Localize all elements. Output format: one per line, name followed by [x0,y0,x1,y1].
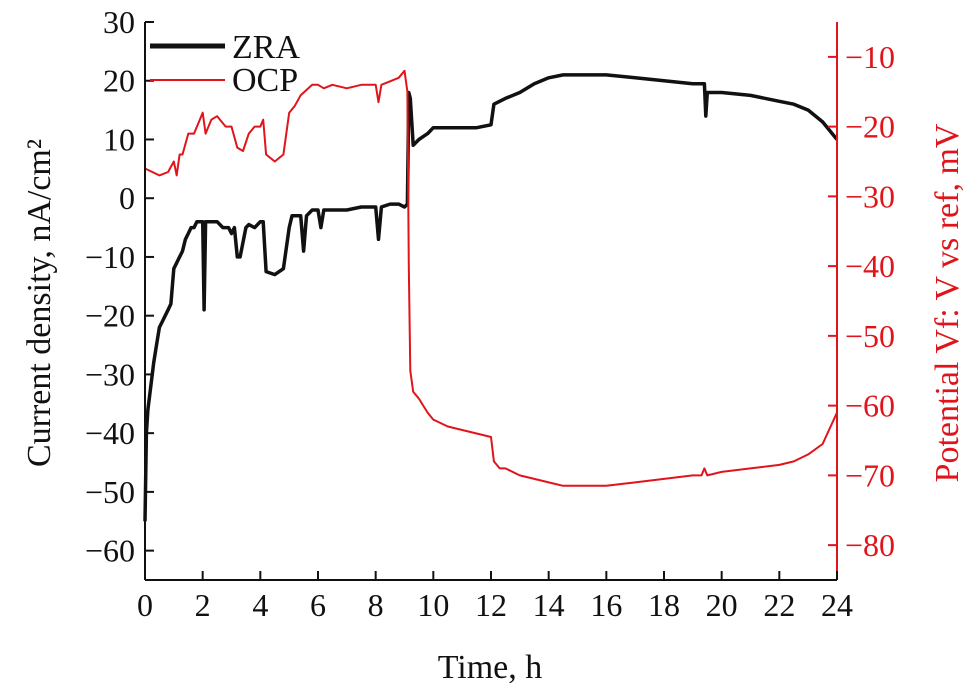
y-tick-label: 20 [103,63,135,99]
y2-tick-label: −50 [845,318,895,354]
x-tick-label: 20 [706,587,738,623]
x-tick-label: 4 [252,587,268,623]
y2-tick-label: −80 [845,527,895,563]
x-tick-label: 6 [310,587,326,623]
y-tick-label: 30 [103,4,135,40]
y-tick-label: −10 [85,239,135,275]
y-tick-label: 10 [103,121,135,157]
y-tick-label: −60 [85,533,135,569]
series-line-zra [143,73,839,522]
x-tick-label: 8 [368,587,384,623]
y-axis-title: Current density, nA/cm² [21,139,58,467]
y2-axis-title: Potential Vf: V vs ref, mV [929,123,966,482]
legend-label-zra: ZRA [232,29,300,66]
y-tick-label: −20 [85,298,135,334]
y2-tick-label: −10 [845,39,895,75]
x-tick-label: 12 [475,587,507,623]
y-tick-label: −40 [85,415,135,451]
x-tick-label: 10 [417,587,449,623]
y2-tick-label: −20 [845,109,895,145]
x-tick-label: 18 [648,587,680,623]
y2-tick-label: −60 [845,388,895,424]
y-tick-label: 0 [119,180,135,216]
x-tick-label: 14 [533,587,565,623]
y-tick-label: −30 [85,356,135,392]
plot-lines [143,69,839,522]
x-tick-label: 0 [137,587,153,623]
x-tick-label: 22 [763,587,795,623]
legend: ZRA OCP [150,29,300,99]
x-tick-label: 16 [590,587,622,623]
x-tick-label: 24 [821,587,853,623]
y2-tick-label: −40 [845,248,895,284]
axes: 0 2 4 6 8 10 12 14 16 18 20 22 243020100−10−20−30−40… [85,4,895,623]
y2-tick-label: −30 [845,178,895,214]
x-tick-label: 2 [195,587,211,623]
y2-tick-label: −70 [845,457,895,493]
series-line-ocp [144,69,838,487]
y-tick-label: −50 [85,474,135,510]
legend-label-ocp: OCP [232,62,298,99]
x-axis-title: Time, h [438,649,543,686]
